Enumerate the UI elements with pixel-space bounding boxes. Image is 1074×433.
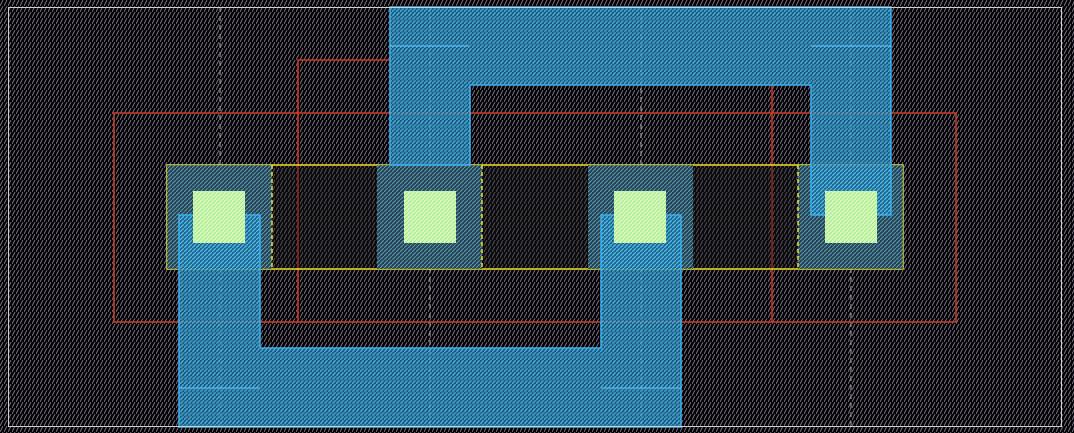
implant-region <box>113 112 957 323</box>
metal1-top-net[interactable] <box>389 6 892 216</box>
contact[interactable] <box>404 191 456 243</box>
cell-boundary <box>8 7 1062 427</box>
active-dividers <box>271 165 799 269</box>
contact[interactable] <box>825 191 877 243</box>
poly-gate-left <box>297 59 390 322</box>
contact[interactable] <box>193 191 245 243</box>
contact[interactable] <box>614 191 666 243</box>
active-region[interactable] <box>166 164 904 270</box>
